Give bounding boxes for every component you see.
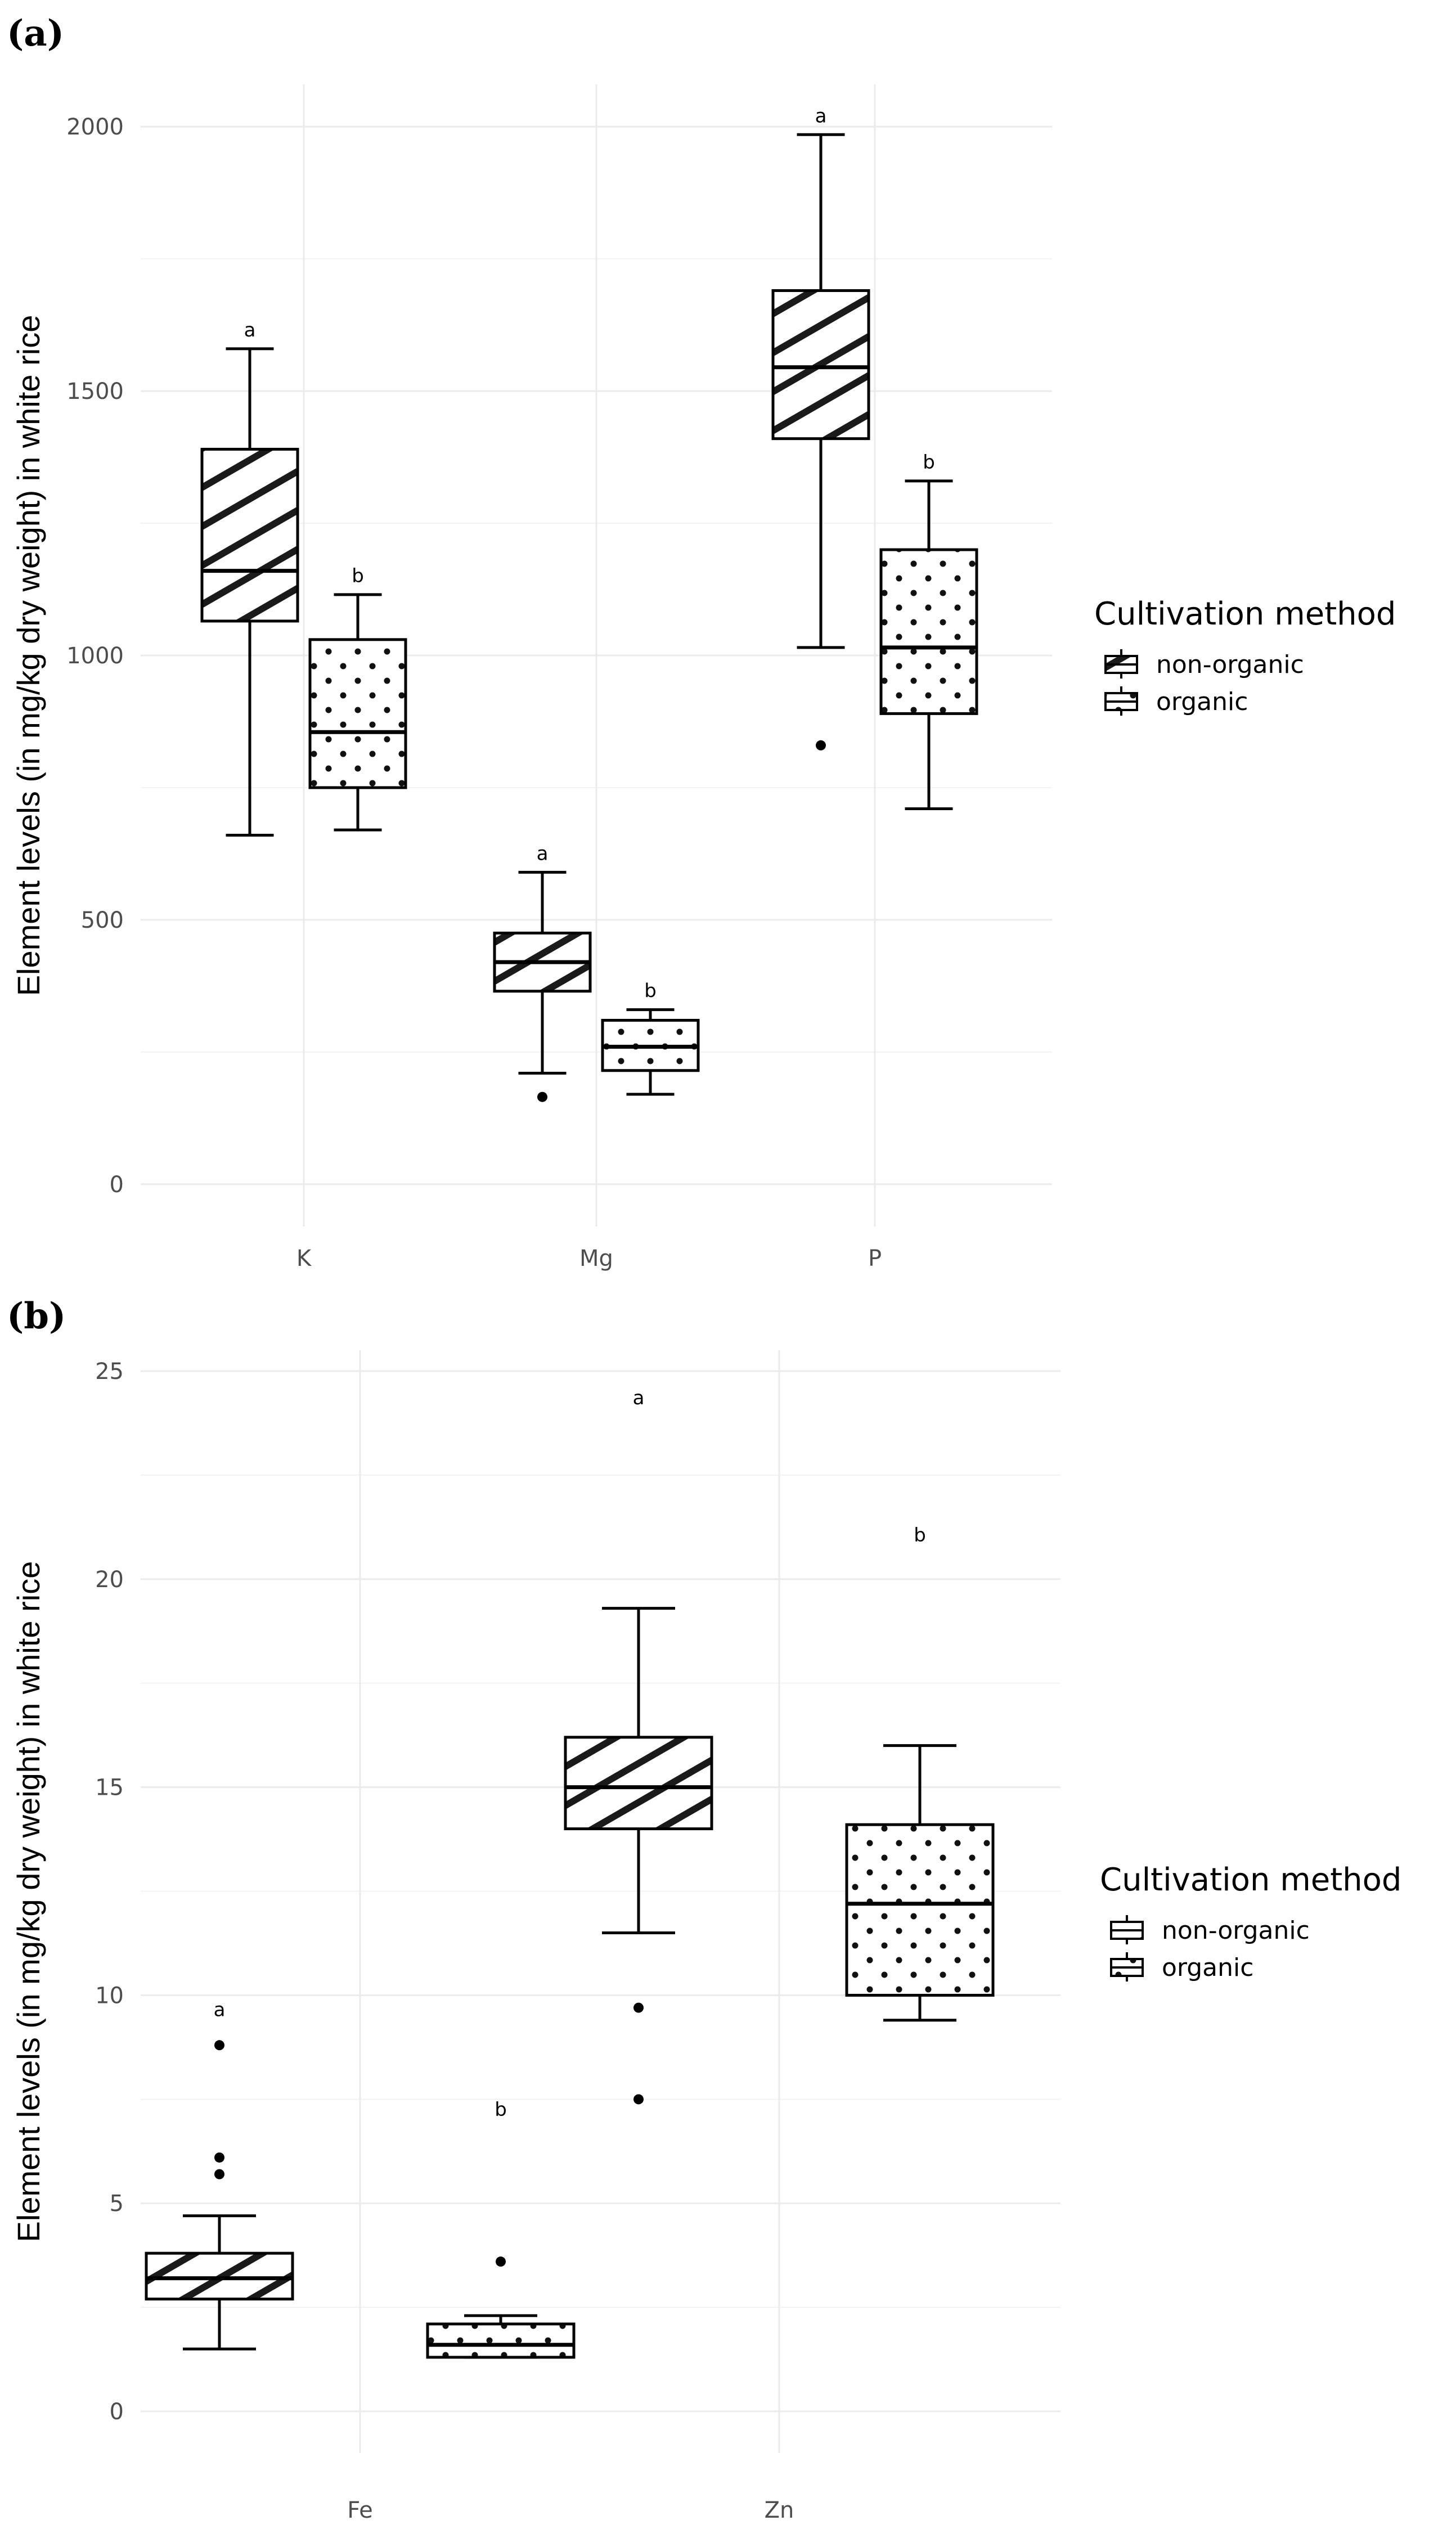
outlier-point bbox=[214, 2169, 224, 2180]
outlier-point bbox=[214, 2152, 224, 2163]
chart-a: 0 500 1000 1500 2000 K Mg P Element levels (in m… bbox=[11, 84, 1396, 1272]
significance-letter: a bbox=[537, 842, 549, 865]
box-non-organic-Zn: a bbox=[564, 1387, 713, 2105]
outlier-point bbox=[816, 740, 826, 751]
legend: Cultivation method non-organic organic bbox=[1100, 1862, 1401, 1982]
box-non-organic-Mg: a bbox=[493, 842, 592, 1102]
series-non-organic: a a a bbox=[200, 105, 870, 1102]
box-iqr bbox=[564, 1736, 713, 1831]
significance-letter: b bbox=[352, 565, 364, 587]
y-tick-label: 20 bbox=[95, 1567, 124, 1593]
panel-label-b: (b) bbox=[7, 1295, 66, 1337]
grid bbox=[141, 1350, 1060, 2453]
outlier-point bbox=[496, 2256, 506, 2267]
panel-label-a: (a) bbox=[7, 12, 65, 55]
outlier-point bbox=[633, 2094, 644, 2105]
y-tick-label: 0 bbox=[110, 1172, 124, 1198]
x-tick-label: Fe bbox=[347, 2497, 372, 2523]
outlier-point bbox=[537, 1091, 547, 1102]
box-iqr bbox=[771, 289, 870, 441]
x-tick-labels: Fe Zn bbox=[347, 2497, 794, 2523]
significance-letter: b bbox=[495, 2099, 507, 2121]
panel-a: (a) 0 500 1000 1500 2000 K Mg P Element levels (… bbox=[7, 12, 1396, 1272]
legend: Cultivation method non-organic organic bbox=[1094, 596, 1396, 716]
y-axis-title: Element levels (in mg/kg dry weight) in … bbox=[11, 1561, 46, 2243]
legend-title: Cultivation method bbox=[1100, 1862, 1401, 1898]
y-tick-labels: 0 500 1000 1500 2000 bbox=[66, 114, 124, 1198]
x-tick-label: K bbox=[296, 1246, 312, 1272]
x-tick-label: Mg bbox=[579, 1246, 613, 1272]
series-non-organic: aa bbox=[145, 1387, 713, 2351]
box-organic-K: b bbox=[308, 565, 407, 832]
box-organic-P: b bbox=[879, 451, 978, 811]
legend-title: Cultivation method bbox=[1094, 596, 1396, 632]
box-organic-Mg: b bbox=[601, 980, 700, 1096]
series-organic: bb bbox=[426, 1524, 995, 2359]
box-non-organic-P: a bbox=[771, 105, 870, 751]
y-tick-label: 5 bbox=[110, 2191, 124, 2217]
x-tick-labels: K Mg P bbox=[296, 1246, 882, 1272]
x-tick-label: Zn bbox=[765, 2497, 794, 2523]
significance-letter: a bbox=[815, 105, 827, 127]
x-tick-label: P bbox=[868, 1246, 882, 1272]
significance-letter: a bbox=[244, 319, 256, 342]
outlier-point bbox=[633, 2002, 644, 2013]
y-tick-label: 1000 bbox=[66, 643, 124, 669]
y-tick-label: 15 bbox=[95, 1775, 124, 1801]
y-tick-label: 2000 bbox=[66, 114, 124, 140]
significance-letter: b bbox=[923, 451, 935, 474]
legend-label: organic bbox=[1156, 688, 1248, 716]
y-tick-labels: 0 5 10 15 20 25 bbox=[95, 1359, 124, 2425]
significance-letter: b bbox=[644, 980, 657, 1003]
box-non-organic-K: a bbox=[200, 319, 299, 837]
y-tick-label: 0 bbox=[110, 2399, 124, 2425]
significance-letter: a bbox=[633, 1387, 645, 1409]
box-iqr bbox=[308, 638, 407, 789]
outlier-point bbox=[214, 2040, 224, 2051]
box-iqr bbox=[845, 1823, 995, 1997]
panel-b: (b) 0 5 10 15 20 25 Fe Zn Element levels (in mg/… bbox=[0, 1294, 1456, 2534]
legend-label: organic bbox=[1162, 1953, 1253, 1982]
y-tick-label: 1500 bbox=[66, 379, 124, 405]
box-non-organic-Fe: a bbox=[145, 1998, 294, 2351]
box-iqr bbox=[426, 2322, 576, 2359]
box-organic-Zn: b bbox=[845, 1524, 995, 2022]
chart-b: 0 5 10 15 20 25 Fe Zn Element levels (in mg/kg d… bbox=[11, 1350, 1401, 2523]
y-tick-label: 500 bbox=[81, 907, 124, 933]
y-axis-title: Element levels (in mg/kg dry weight) in … bbox=[11, 315, 46, 996]
box-organic-Fe: b bbox=[426, 2099, 576, 2359]
box-iqr bbox=[879, 548, 978, 715]
box-iqr bbox=[200, 447, 299, 623]
y-tick-label: 10 bbox=[95, 1983, 124, 2009]
grid bbox=[141, 84, 1052, 1226]
significance-letter: b bbox=[914, 1524, 926, 1547]
series-organic: b b b bbox=[308, 451, 978, 1096]
box-iqr bbox=[145, 2252, 294, 2301]
y-tick-label: 25 bbox=[95, 1359, 124, 1385]
significance-letter: a bbox=[214, 1998, 226, 2021]
legend-label: non-organic bbox=[1156, 650, 1304, 679]
legend-label: non-organic bbox=[1162, 1916, 1310, 1945]
